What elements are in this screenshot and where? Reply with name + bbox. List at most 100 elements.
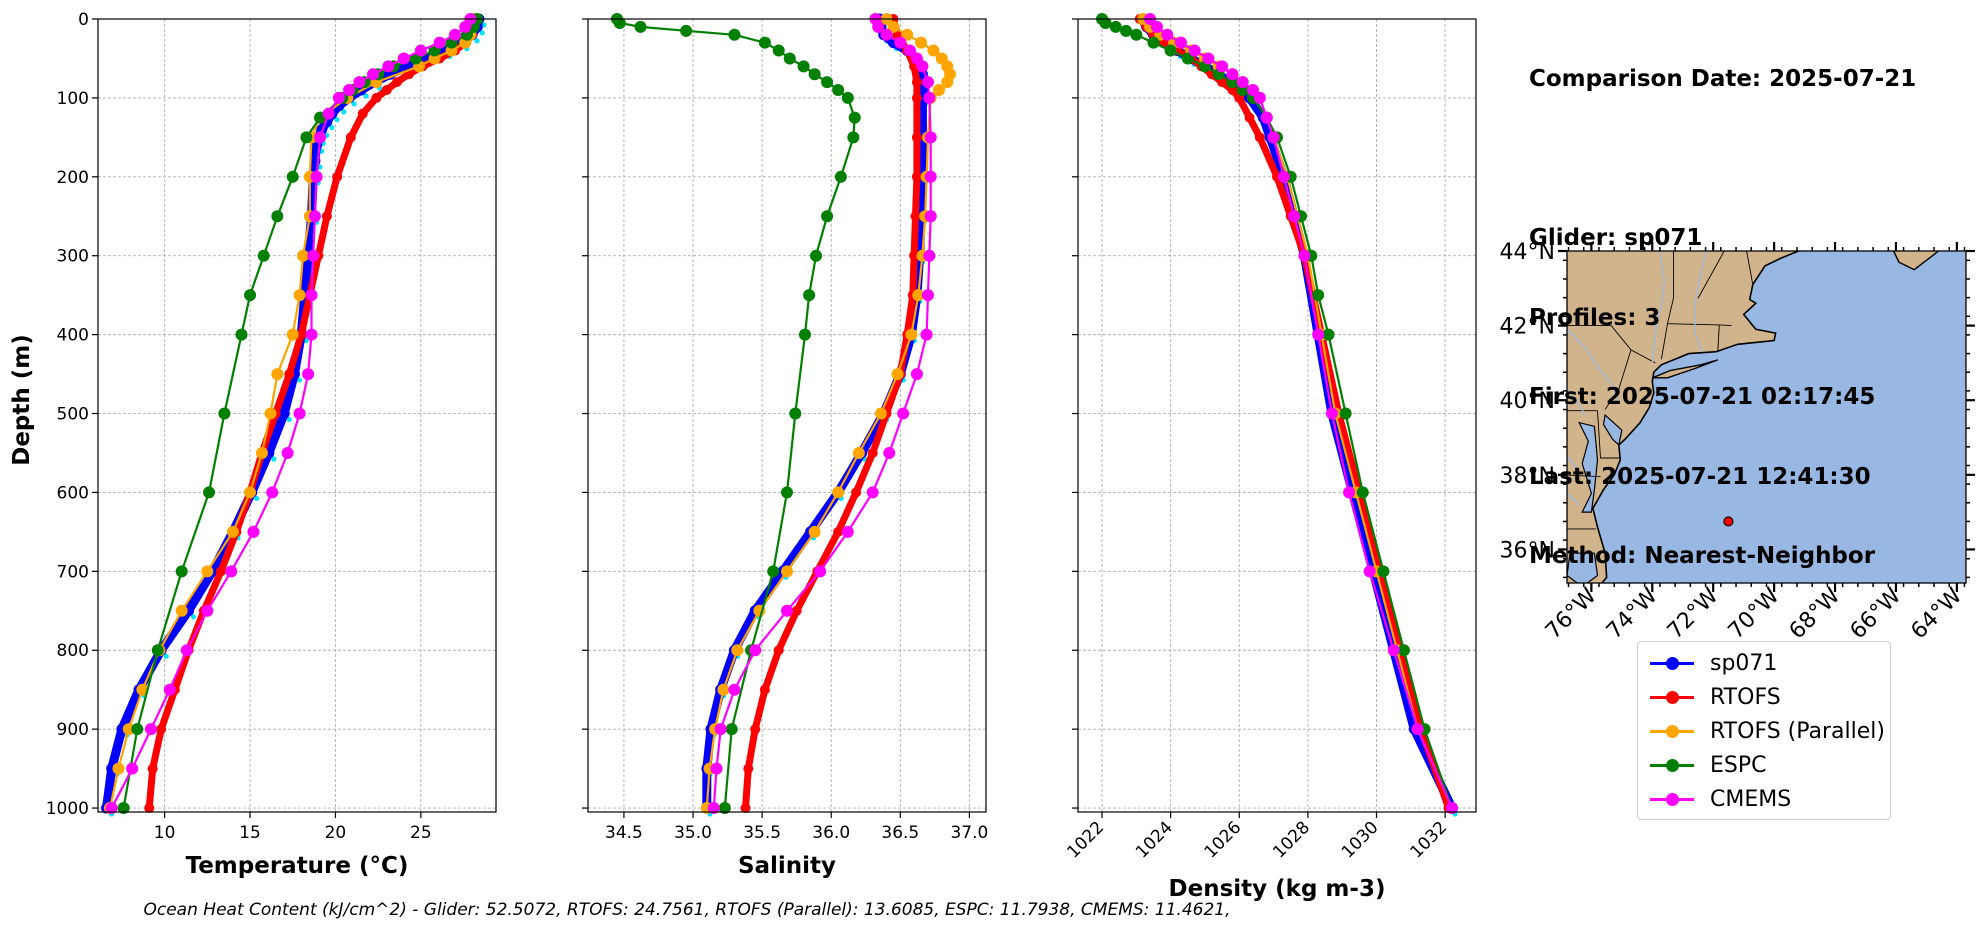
data-point-cmems xyxy=(433,36,446,49)
state-border xyxy=(1746,251,1754,285)
data-point-cmems xyxy=(1188,44,1201,57)
data-point-rtofs-parallel xyxy=(731,644,744,657)
x-tick-label: 15 xyxy=(239,823,261,843)
map-lat-label: 42°N xyxy=(1500,315,1555,340)
data-point-espc xyxy=(613,16,626,29)
legend: sp071 RTOFS RTOFS (Parallel) ESPC CMEMS xyxy=(1637,641,1891,820)
data-point-espc xyxy=(728,28,741,41)
data-point-cmems xyxy=(126,762,139,775)
data-point-espc xyxy=(680,24,693,37)
state-border xyxy=(1597,410,1621,459)
data-point-espc xyxy=(725,723,738,736)
data-point-cmems xyxy=(314,131,327,144)
data-point-cmems xyxy=(201,604,214,617)
data-point-espc xyxy=(1130,28,1143,41)
x-tick-label: 36.0 xyxy=(812,823,850,843)
legend-label: RTOFS xyxy=(1710,684,1781,710)
data-point-cmems xyxy=(305,328,318,341)
raw-data-point xyxy=(329,124,335,131)
profile-count: Profiles: 3 xyxy=(1529,304,1661,331)
data-point-rtofs xyxy=(750,724,761,735)
data-point-cmems xyxy=(924,131,937,144)
data-point-cmems xyxy=(1411,723,1424,736)
data-point-espc xyxy=(1356,486,1369,499)
raw-data-point xyxy=(351,101,357,107)
data-point-espc xyxy=(781,486,793,499)
data-point-rtofs xyxy=(851,487,862,498)
raw-data-point xyxy=(190,614,197,620)
data-point-cmems xyxy=(921,289,934,302)
data-point-rtofs-parallel xyxy=(136,683,149,696)
data-point-rtofs-parallel xyxy=(293,289,306,302)
data-point-rtofs-parallel xyxy=(891,368,904,381)
data-point-espc xyxy=(151,644,164,657)
data-point-cmems xyxy=(332,91,345,104)
data-point-espc xyxy=(810,249,823,262)
data-point-espc xyxy=(834,170,847,183)
data-point-rtofs xyxy=(321,211,332,222)
data-point-espc xyxy=(131,723,144,736)
y-tick-label: 1000 xyxy=(46,799,89,819)
y-tick-label: 0 xyxy=(78,10,89,30)
data-point-rtofs xyxy=(911,92,922,103)
data-point-rtofs-parallel xyxy=(226,525,239,538)
data-point-cmems xyxy=(307,249,320,262)
river xyxy=(1567,328,1620,405)
data-point-cmems xyxy=(894,36,907,49)
x-tick-label: 35.5 xyxy=(743,823,781,843)
data-point-cmems xyxy=(923,91,936,104)
data-point-rtofs xyxy=(1254,132,1265,143)
data-point-cmems xyxy=(105,802,118,815)
raw-data-point xyxy=(271,456,277,462)
data-point-rtofs xyxy=(215,566,226,577)
data-point-rtofs-parallel xyxy=(201,565,214,578)
x-tick-label: 1022 xyxy=(1063,818,1108,863)
data-point-espc xyxy=(1377,565,1390,578)
series-cmems xyxy=(1144,13,1458,815)
data-point-cmems xyxy=(225,565,238,578)
data-point-espc xyxy=(117,802,130,815)
data-point-rtofs-parallel xyxy=(112,762,125,775)
raw-data-point xyxy=(341,109,347,115)
data-point-cmems xyxy=(1445,802,1458,815)
x-axis-label: Salinity xyxy=(738,853,836,879)
state-border xyxy=(1717,324,1720,352)
ohc-caption-text: Ocean Heat Content (kJ/cm^2) - Glider: 5… xyxy=(143,900,1231,920)
data-point-cmems xyxy=(920,328,933,341)
data-point-rtofs xyxy=(1244,112,1255,123)
data-point-rtofs xyxy=(371,92,382,103)
data-point-cmems xyxy=(1312,328,1325,341)
legend-item-cmems: CMEMS xyxy=(1648,782,1791,816)
data-point-rtofs xyxy=(773,645,784,656)
data-point-rtofs xyxy=(381,85,392,96)
data-point-cmems xyxy=(1150,20,1163,33)
raw-data-point xyxy=(296,377,303,383)
comparison-date: Comparison Date: 2025-07-21 xyxy=(1529,66,1917,92)
data-point-espc xyxy=(203,486,216,499)
data-point-rtofs-parallel xyxy=(122,723,135,736)
legend-item-rtofs: RTOFS xyxy=(1648,680,1781,714)
data-point-rtofs xyxy=(791,605,802,616)
data-point-cmems xyxy=(322,107,335,120)
y-tick-label: 400 xyxy=(57,326,89,346)
location-map: 44°N42°N40°N38°N36°N76°W 74°W 72°W 70°W 68°W… xyxy=(1500,240,1975,644)
map-content xyxy=(1567,251,1966,583)
data-point-cmems xyxy=(1236,76,1249,89)
ohc-caption: Ocean Heat Content (kJ/cm^2) - Glider: 5… xyxy=(0,900,1980,920)
data-point-espc xyxy=(767,565,780,578)
glider-location-marker xyxy=(1723,516,1734,527)
data-point-cmems xyxy=(343,84,356,97)
data-point-espc xyxy=(634,20,647,33)
series-espc xyxy=(611,13,861,815)
y-tick-label: 500 xyxy=(57,405,89,425)
raw-data-point xyxy=(474,38,480,44)
x-tick-label: 1028 xyxy=(1269,818,1314,863)
data-point-cmems xyxy=(353,76,366,89)
data-point-espc xyxy=(244,289,257,302)
legend-label: RTOFS (Parallel) xyxy=(1710,718,1885,744)
data-point-cmems xyxy=(180,644,193,657)
data-point-rtofs-parallel xyxy=(874,407,887,420)
data-point-espc xyxy=(803,289,816,302)
legend-label: sp071 xyxy=(1710,650,1778,676)
